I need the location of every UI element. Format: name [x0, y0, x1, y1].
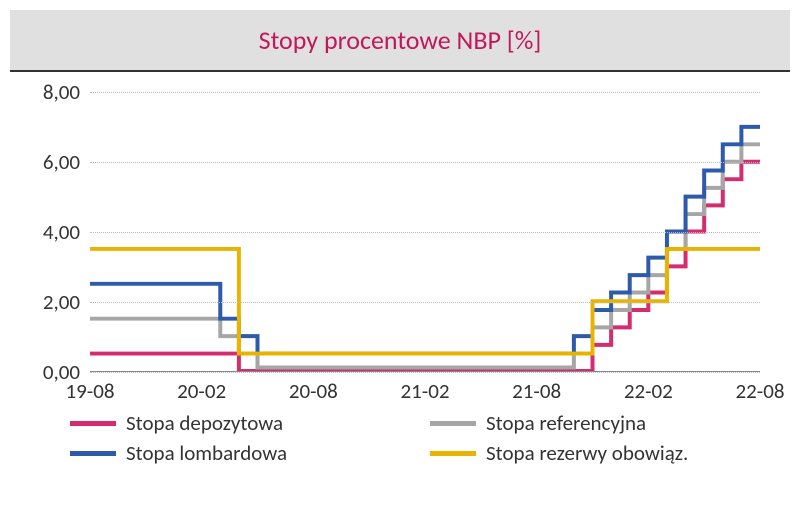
series-line: [90, 162, 760, 371]
legend-label: Stopa referencyjna: [486, 410, 646, 436]
x-tick-label: 21-02: [400, 378, 449, 404]
chart-title: Stopy procentowe NBP [%]: [259, 24, 542, 56]
x-axis: 19-0820-0220-0821-0221-0822-0222-08: [90, 372, 760, 402]
x-tick-label: 22-02: [624, 378, 673, 404]
x-tick-label: 19-08: [65, 378, 114, 404]
legend-label: Stopa lombardowa: [126, 440, 287, 466]
legend-item: Stopa lombardowa: [70, 438, 430, 468]
y-tick-label: 6,00: [43, 149, 90, 175]
x-tick-label: 21-08: [512, 378, 561, 404]
x-tick-label: 22-08: [735, 378, 784, 404]
chart-plot-wrap: 0,002,004,006,008,00 19-0820-0220-0821-0…: [90, 92, 760, 402]
legend-item: Stopa referencyjna: [430, 408, 790, 438]
chart-container: Stopy procentowe NBP [%] 0,002,004,006,0…: [0, 0, 800, 510]
legend-swatch: [430, 451, 476, 456]
legend-swatch: [430, 421, 476, 426]
legend-label: Stopa rezerwy obowiąz.: [486, 440, 688, 466]
y-tick-label: 4,00: [43, 219, 90, 245]
legend-swatch: [70, 421, 116, 426]
legend-swatch: [70, 451, 116, 456]
gridline: [90, 92, 760, 93]
gridline: [90, 232, 760, 233]
legend-label: Stopa depozytowa: [126, 410, 283, 436]
legend: Stopa depozytowa Stopa referencyjna Stopa …: [70, 408, 790, 468]
y-tick-label: 8,00: [43, 79, 90, 105]
gridline: [90, 302, 760, 303]
y-tick-label: 2,00: [43, 289, 90, 315]
gridline: [90, 162, 760, 163]
legend-item: Stopa depozytowa: [70, 408, 430, 438]
legend-item: Stopa rezerwy obowiąz.: [430, 438, 790, 468]
chart-title-bar: Stopy procentowe NBP [%]: [10, 10, 790, 72]
x-tick-label: 20-08: [289, 378, 338, 404]
x-tick-label: 20-02: [177, 378, 226, 404]
plot-area: 0,002,004,006,008,00: [90, 92, 760, 372]
